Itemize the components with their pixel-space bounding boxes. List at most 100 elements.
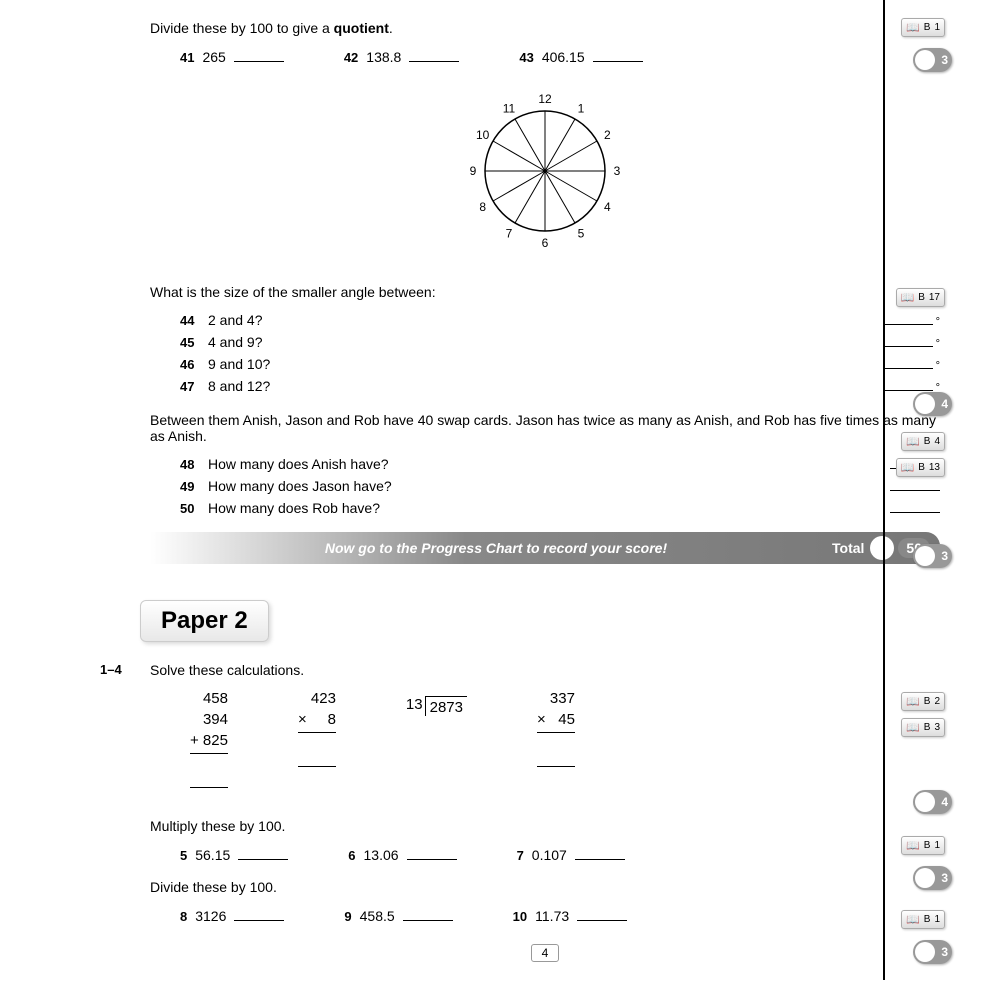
book-icon: 📖 — [906, 839, 920, 852]
question-item: 47 8 and 12? ° — [180, 378, 940, 394]
score-pill: 4 — [913, 790, 952, 814]
paper-heading: Paper 2 — [140, 600, 269, 642]
score-circle — [915, 942, 935, 962]
question-item: 41 265 — [180, 48, 284, 65]
q-val: 138.8 — [366, 49, 401, 65]
score-circle — [915, 50, 935, 70]
svg-text:5: 5 — [578, 226, 585, 240]
q-val: 11.73 — [535, 908, 569, 924]
answer-blank[interactable] — [537, 747, 575, 767]
svg-text:6: 6 — [542, 236, 549, 250]
divisor: 13 — [406, 696, 423, 713]
book-icon: 📖 — [901, 461, 915, 474]
question-item: 50 How many does Rob have? — [180, 500, 940, 516]
badge-letter: B — [924, 22, 931, 33]
answer-blank[interactable] — [298, 747, 336, 767]
page-number-value: 4 — [531, 944, 560, 962]
question-item: 7 0.107 — [517, 846, 625, 863]
question-item: 9 458.5 — [344, 907, 452, 924]
book-badge: 📖 B 1 — [901, 18, 945, 37]
answer-blank[interactable] — [883, 324, 933, 325]
score-pill: 3 — [913, 940, 952, 964]
question-item: 49 How many does Jason have? — [180, 478, 940, 494]
badge-letter: B — [918, 292, 925, 303]
book-badge: 📖 B 3 — [901, 718, 945, 737]
badge-num: 1 — [934, 22, 940, 33]
q-val: 406.15 — [542, 49, 585, 65]
score-circle — [915, 546, 935, 566]
badge-num: 13 — [929, 462, 940, 473]
answer-blank[interactable] — [403, 907, 453, 921]
svg-text:3: 3 — [614, 164, 621, 178]
score-value: 4 — [941, 795, 948, 809]
q-text: 2 and 4? — [208, 312, 883, 328]
worksheet-page: 📖 B 1 3 Divide these by 100 to give a qu… — [0, 0, 1000, 980]
q-num: 41 — [180, 50, 194, 65]
instruction: What is the size of the smaller angle be… — [150, 284, 940, 300]
score-value: 3 — [941, 945, 948, 959]
question-item: 43 406.15 — [519, 48, 642, 65]
q-val: 13.06 — [364, 847, 399, 863]
score-pill: 4 — [913, 392, 952, 416]
q-num: 44 — [180, 313, 208, 328]
svg-text:8: 8 — [479, 200, 486, 214]
instruction: Solve these calculations. — [150, 662, 304, 678]
instruction: Multiply these by 100. — [150, 818, 940, 834]
q-val: 0.107 — [532, 847, 567, 863]
svg-text:1: 1 — [578, 102, 585, 116]
calc-line: × 45 — [537, 709, 575, 733]
q-num: 7 — [517, 848, 524, 863]
svg-text:7: 7 — [506, 226, 513, 240]
score-pill: 3 — [913, 48, 952, 72]
answer-blank[interactable] — [890, 490, 940, 491]
book-badge: 📖 B 1 — [901, 836, 945, 855]
calc-row: 458 394 + 825 423 × 8 13 2873 337 × 45 — [190, 688, 940, 788]
degree-symbol: ° — [936, 316, 940, 328]
long-division: 13 2873 — [406, 696, 467, 788]
answer-blank[interactable] — [190, 768, 228, 788]
q-num: 49 — [180, 479, 208, 494]
svg-text:12: 12 — [538, 92, 552, 106]
answer-blank[interactable] — [575, 846, 625, 860]
answer-blank[interactable] — [234, 48, 284, 62]
answer-blank[interactable] — [238, 846, 288, 860]
score-value: 4 — [941, 397, 948, 411]
badge-num: 17 — [929, 292, 940, 303]
question-item: 48 How many does Anish have? — [180, 456, 940, 472]
q-val: 458.5 — [360, 908, 395, 924]
book-badge: 📖 B 13 — [896, 458, 946, 477]
instruction: Divide these by 100 to give a quotient. — [150, 20, 940, 36]
book-icon: 📖 — [906, 695, 920, 708]
dividend: 2873 — [425, 696, 467, 716]
score-value: 3 — [941, 53, 948, 67]
vertical-calc: 423 × 8 — [298, 688, 336, 788]
answer-blank[interactable] — [577, 907, 627, 921]
total-label: Total — [832, 540, 864, 556]
score-pill: 3 — [913, 866, 952, 890]
margin-rail — [883, 0, 885, 980]
calc-line: × 8 — [298, 709, 336, 733]
book-icon: 📖 — [906, 21, 920, 34]
book-badge: 📖 B 2 — [901, 692, 945, 711]
answer-blank[interactable] — [890, 512, 940, 513]
q-text: 9 and 10? — [208, 356, 883, 372]
book-badge: 📖 B 17 — [896, 288, 946, 307]
answer-blank[interactable] — [234, 907, 284, 921]
answer-blank[interactable] — [883, 390, 933, 391]
calc-section: 1–4 Solve these calculations. — [150, 662, 940, 678]
answer-blank[interactable] — [407, 846, 457, 860]
q-num: 42 — [344, 50, 358, 65]
instr-bold: quotient — [334, 20, 389, 36]
calc-line: 423 — [311, 690, 336, 707]
answer-blank[interactable] — [409, 48, 459, 62]
degree-symbol: ° — [936, 338, 940, 350]
badge-letter: B — [924, 722, 931, 733]
answer-blank[interactable] — [883, 368, 933, 369]
q-num: 50 — [180, 501, 208, 516]
vertical-calc: 337 × 45 — [537, 688, 575, 788]
q-text: 4 and 9? — [208, 334, 883, 350]
svg-text:4: 4 — [604, 200, 611, 214]
book-badge: 📖 B 1 — [901, 910, 945, 929]
answer-blank[interactable] — [593, 48, 643, 62]
answer-blank[interactable] — [883, 346, 933, 347]
